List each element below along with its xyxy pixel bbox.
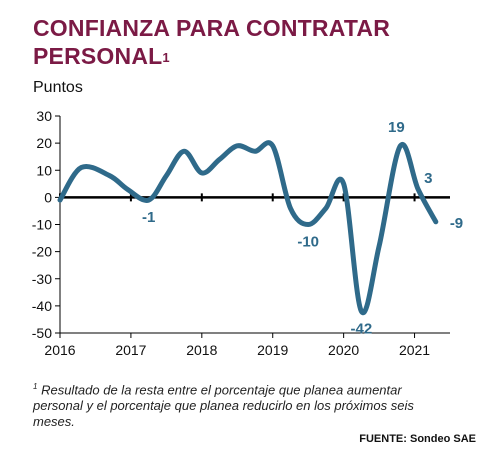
data-point [201,172,202,173]
y-tick-label: 30 [36,108,52,124]
data-point [343,183,344,184]
data-point [184,151,185,152]
data-point [81,167,82,168]
data-point [308,224,309,225]
footnote-text: Resultado de la resta entre el porcentaj… [33,382,414,430]
x-tick-label: 2021 [399,342,430,358]
data-point [290,208,291,209]
title-footnote-marker: 1 [162,50,170,65]
y-tick-label: -40 [32,298,52,314]
y-tick-label: 20 [36,135,52,151]
y-tick-label: -20 [32,244,52,260]
chart-title: CONFIANZA PARA CONTRATAR PERSONAL1 [33,14,473,70]
data-point [219,159,220,160]
data-label: -10 [297,234,319,251]
footnote: 1 Resultado de la resta entre el porcent… [33,379,453,430]
data-point [127,189,128,190]
data-point [418,189,419,190]
y-tick-label: -30 [32,271,52,287]
source-label: FUENTE: Sondeo SAE [359,433,476,445]
unit-label: Puntos [33,79,83,96]
y-tick-label: -10 [32,217,52,233]
data-point [361,311,362,312]
data-point [400,145,401,146]
data-label: 3 [424,170,432,187]
series-line [57,140,439,316]
data-point [272,145,273,146]
data-point [379,246,380,247]
data-point [255,151,256,152]
x-tick-label: 2018 [186,342,217,358]
data-point [166,175,167,176]
data-point [60,200,61,201]
data-label: -9 [450,215,463,232]
data-point [237,145,238,146]
x-tick-label: 2017 [115,342,146,358]
data-label: -1 [142,209,155,226]
data-label: -42 [351,320,373,337]
y-tick-label: -50 [32,325,52,341]
data-point [325,208,326,209]
y-tick-label: 0 [44,189,52,205]
data-point [109,175,110,176]
y-tick-label: 10 [36,162,52,178]
x-tick-label: 2016 [44,342,75,358]
data-label: 19 [388,119,405,136]
chart-title-text: CONFIANZA PARA CONTRATAR PERSONAL [33,15,390,69]
x-tick-label: 2020 [328,342,359,358]
data-point [435,221,436,222]
x-tick-label: 2019 [257,342,288,358]
data-point [148,200,149,201]
footnote-marker: 1 [33,382,38,391]
